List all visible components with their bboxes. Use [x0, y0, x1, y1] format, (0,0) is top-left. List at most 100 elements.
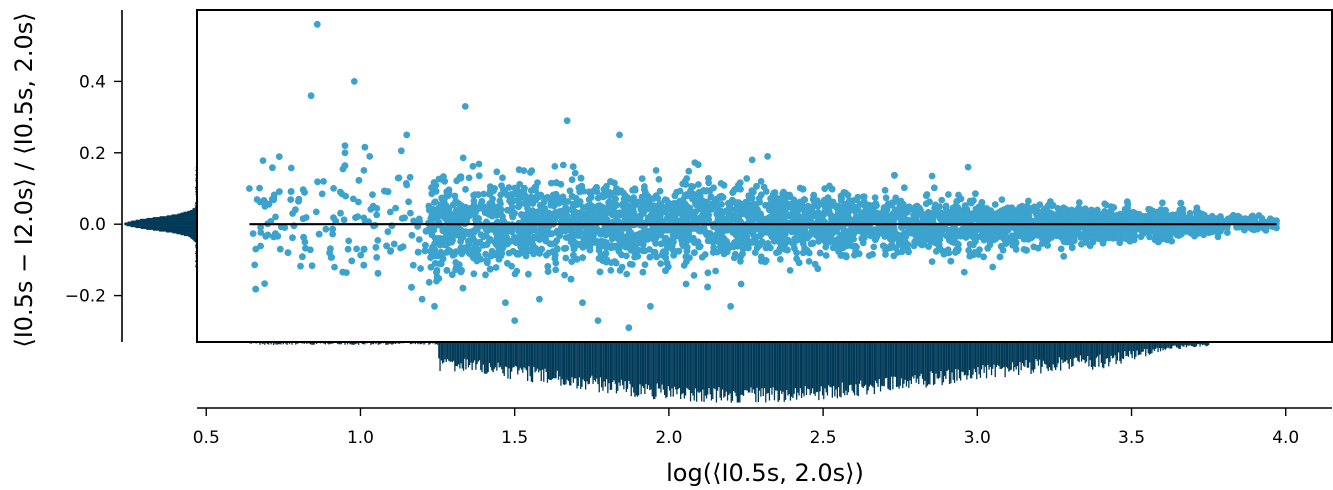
histogram-bar: [557, 342, 560, 380]
histogram-bar: [529, 342, 531, 377]
data-point: [498, 182, 505, 190]
histogram-bar: [538, 342, 540, 373]
data-point: [452, 197, 460, 205]
data-point: [439, 255, 447, 263]
histogram-bar: [1013, 342, 1015, 372]
histogram-bar: [539, 342, 541, 371]
histogram-bar: [1179, 342, 1181, 349]
data-point: [422, 227, 430, 235]
data-point: [525, 270, 532, 278]
histogram-bar: [870, 342, 872, 385]
histogram-bar: [761, 342, 763, 389]
histogram-bar: [481, 342, 483, 373]
data-point: [822, 252, 830, 259]
histogram-bar: [1138, 342, 1141, 355]
histogram-bar: [781, 342, 783, 395]
histogram-bar: [592, 342, 594, 384]
data-point: [639, 268, 647, 276]
histogram-bar: [763, 342, 766, 389]
data-point: [330, 185, 337, 192]
histogram-bar: [1174, 342, 1176, 346]
histogram-bar: [1045, 342, 1047, 365]
histogram-bar: [694, 342, 697, 389]
histogram-bar: [703, 342, 705, 402]
data-point: [536, 236, 543, 244]
histogram-bar: [549, 342, 551, 380]
data-point: [718, 201, 725, 208]
histogram-bar: [312, 342, 314, 345]
histogram-bar: [1142, 342, 1144, 352]
histogram-bar: [747, 342, 750, 393]
histogram-bar: [511, 342, 513, 372]
histogram-bar: [1076, 342, 1078, 358]
histogram-bar: [807, 342, 809, 389]
data-point: [1101, 200, 1109, 208]
histogram-bar: [1004, 342, 1006, 378]
histogram-bar: [1055, 342, 1057, 371]
data-point: [397, 244, 404, 252]
histogram-bar: [1100, 342, 1102, 363]
histogram-bar: [833, 342, 835, 387]
data-point: [657, 260, 665, 267]
histogram-bar: [520, 342, 523, 370]
histogram-bar: [554, 342, 556, 379]
histogram-bar: [878, 342, 880, 380]
histogram-bar: [829, 342, 831, 387]
histogram-bar: [1204, 342, 1206, 346]
data-point: [256, 184, 263, 192]
histogram-bar: [719, 342, 721, 398]
histogram-bar: [339, 342, 341, 345]
histogram-bar: [849, 342, 851, 386]
data-point: [488, 200, 496, 208]
histogram-bar: [930, 342, 932, 372]
data-point: [511, 270, 519, 278]
histogram-bar: [515, 342, 518, 367]
histogram-bar: [717, 342, 719, 391]
histogram-bar: [146, 228, 197, 230]
histogram-bar: [135, 219, 197, 221]
histogram-bar: [825, 342, 827, 393]
histogram-bar: [375, 342, 377, 345]
data-point: [337, 209, 344, 217]
histogram-bar: [1067, 342, 1069, 364]
histogram-bar: [779, 342, 782, 391]
data-point: [361, 143, 369, 151]
histogram-bar: [556, 342, 558, 371]
histogram-bar: [733, 342, 735, 391]
data-point: [299, 253, 306, 261]
histogram-bar: [973, 342, 975, 369]
histogram-bar: [488, 342, 491, 364]
histogram-bar: [1137, 342, 1139, 356]
data-point: [1075, 199, 1083, 206]
histogram-bar: [453, 342, 455, 361]
histogram-bar: [1077, 342, 1079, 361]
data-point: [465, 240, 473, 248]
histogram-bar: [507, 342, 509, 379]
data-point: [437, 260, 445, 268]
histogram-bar: [1063, 342, 1065, 362]
data-point: [261, 280, 268, 287]
histogram-bar: [475, 342, 477, 370]
histogram-bar: [630, 342, 632, 397]
histogram-bar: [599, 342, 602, 378]
histogram-bar: [596, 342, 598, 379]
histogram-bar: [689, 342, 692, 402]
data-point: [900, 184, 908, 192]
histogram-bar: [620, 342, 623, 380]
data-point: [251, 261, 259, 269]
data-point: [302, 244, 309, 252]
histogram-bar: [387, 342, 389, 345]
histogram-bar: [1198, 342, 1200, 345]
histogram-bar: [730, 342, 732, 403]
data-point: [302, 214, 310, 221]
histogram-bar: [724, 342, 726, 397]
histogram-bar: [1042, 342, 1044, 361]
histogram-bar: [823, 342, 825, 400]
histogram-bar: [497, 342, 499, 363]
histogram-bar: [767, 342, 769, 394]
histogram-bar: [883, 342, 885, 387]
data-point: [881, 186, 889, 194]
histogram-bar: [1136, 342, 1138, 351]
histogram-bar: [738, 342, 740, 403]
histogram-bar: [634, 342, 636, 397]
